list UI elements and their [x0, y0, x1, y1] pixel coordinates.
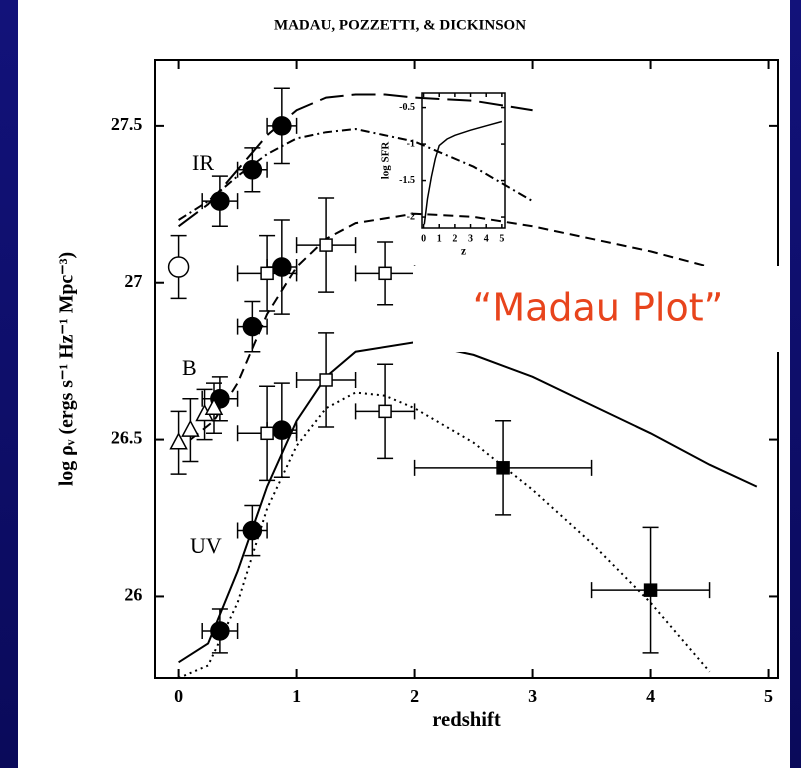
y-axis-label: log ρᵥ (ergs s⁻¹ Hz⁻¹ Mpc⁻³) [56, 252, 78, 486]
y-axis-label: log SFR [380, 141, 392, 180]
y-tick-label: 26.5 [111, 428, 143, 448]
model-curve [178, 127, 534, 221]
curve-label: IR [192, 150, 214, 175]
sfr-curve [423, 120, 503, 225]
y-tick-label: -0.5 [399, 102, 415, 113]
data-point [378, 404, 392, 419]
x-tick-label: 5 [764, 686, 773, 706]
curve-label: B [182, 355, 197, 380]
data-point [242, 316, 263, 337]
data-point [260, 426, 274, 441]
y-tick-label: -1 [407, 138, 415, 149]
x-axis-label: z [461, 246, 466, 258]
data-point [378, 266, 392, 281]
curve-label: UV [190, 533, 222, 558]
data-point [319, 238, 333, 252]
y-tick-label: -2 [407, 211, 415, 222]
data-point [204, 397, 224, 415]
data-point [272, 420, 292, 440]
model-curve [178, 341, 758, 664]
y-tick-label: -1.5 [399, 175, 415, 186]
slide-label: “Madau Plot” [473, 286, 724, 330]
x-tick-label: 1 [292, 686, 301, 706]
x-tick-label: 3 [528, 686, 537, 706]
x-tick-label: 5 [499, 233, 504, 244]
data-point [319, 373, 333, 387]
label-box [413, 266, 785, 352]
data-point [210, 191, 230, 211]
data-point [242, 160, 263, 180]
figure-background [18, 0, 790, 768]
model-curve [178, 93, 533, 228]
x-tick-label: 3 [468, 233, 473, 244]
plot-frame [421, 92, 506, 229]
data-point [181, 419, 200, 437]
data-point [260, 266, 274, 281]
x-tick-label: 2 [452, 233, 457, 244]
x-tick-label: 1 [437, 233, 442, 244]
x-axis-label: redshift [432, 709, 501, 731]
x-tick-label: 2 [410, 686, 419, 706]
model-curve [189, 212, 710, 441]
data-point [643, 583, 658, 597]
data-point [167, 256, 190, 278]
x-tick-label: 4 [484, 233, 489, 244]
data-point [169, 432, 188, 450]
data-point [496, 461, 510, 475]
data-point [210, 621, 230, 641]
x-tick-label: 4 [646, 686, 655, 706]
data-point [272, 116, 292, 136]
x-tick-label: 0 [174, 686, 183, 706]
y-tick-label: 27 [124, 271, 142, 291]
chart-title: MADAU, POZZETTI, & DICKINSON [274, 17, 526, 33]
plot-frame [154, 59, 779, 679]
data-point [242, 520, 263, 541]
y-tick-label: 26 [124, 585, 142, 605]
x-tick-label: 0 [421, 233, 426, 244]
y-tick-label: 27.5 [111, 114, 143, 134]
